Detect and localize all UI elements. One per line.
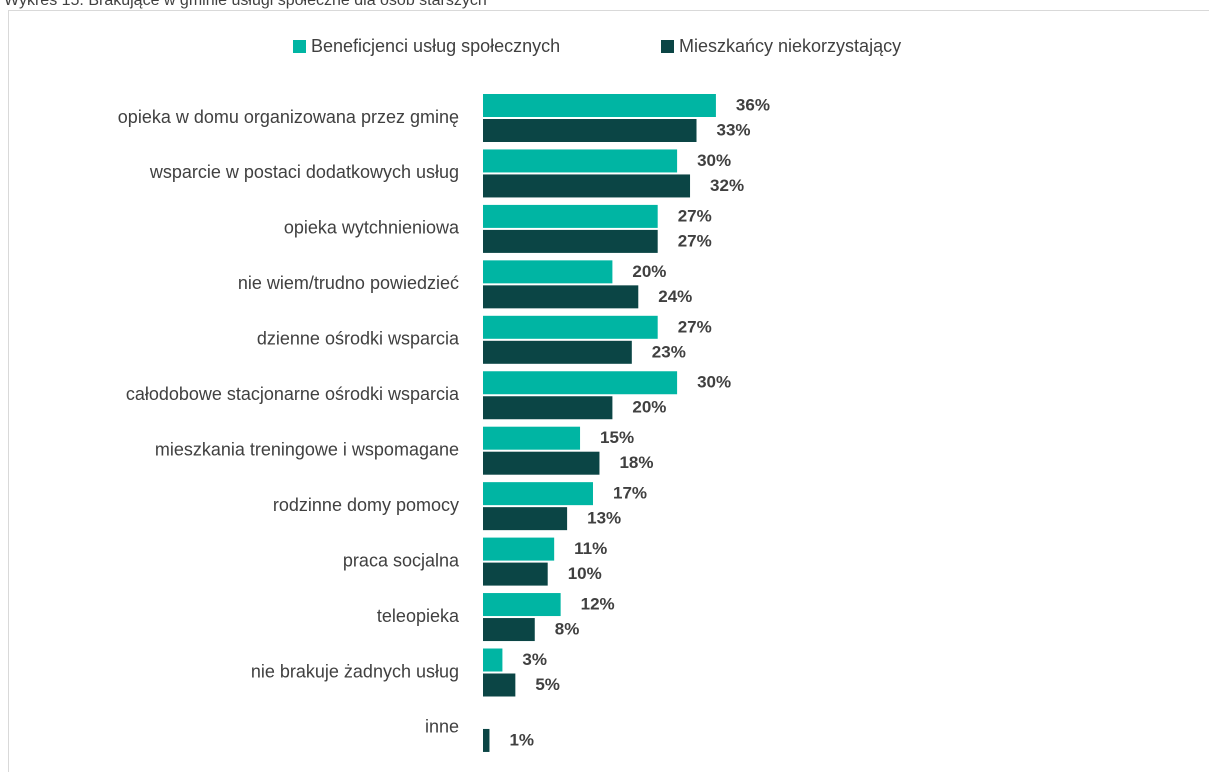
category-label: praca socjalna (343, 550, 460, 570)
value-label: 27% (678, 231, 712, 250)
bar (483, 340, 632, 364)
value-label: 20% (632, 262, 666, 281)
legend-swatch (661, 40, 674, 53)
bar (483, 537, 555, 561)
value-label: 17% (613, 484, 647, 503)
bar (483, 673, 516, 697)
value-label: 1% (509, 730, 534, 749)
bar (483, 371, 678, 395)
category-label: nie wiem/trudno powiedzieć (238, 273, 459, 293)
legend-label: Mieszkańcy niekorzystający (679, 36, 901, 56)
value-label: 24% (658, 287, 692, 306)
chart-border (8, 10, 1209, 772)
bar (483, 507, 568, 531)
category-label: dzienne ośrodki wsparcia (257, 329, 460, 349)
bar (483, 482, 593, 506)
bar (483, 451, 600, 475)
bar (483, 174, 691, 198)
category-label: opieka wytchnieniowa (284, 218, 460, 238)
bar (483, 562, 548, 586)
bar (483, 94, 716, 117)
category-label: wsparcie w postaci dodatkowych usług (149, 162, 459, 182)
bar (483, 149, 678, 173)
bar (483, 618, 535, 642)
bar (483, 593, 561, 617)
value-label: 23% (652, 342, 686, 361)
category-label: inne (425, 717, 459, 737)
bar (483, 119, 697, 142)
category-label: opieka w domu organizowana przez gminę (118, 107, 459, 127)
value-label: 32% (710, 176, 744, 195)
value-label: 20% (632, 398, 666, 417)
legend-label: Beneficjenci usług społecznych (311, 36, 560, 56)
value-label: 10% (568, 564, 602, 583)
category-label: rodzinne domy pomocy (273, 495, 459, 515)
category-label: nie brakuje żadnych usług (251, 661, 459, 681)
bar (483, 396, 613, 420)
value-label: 15% (600, 428, 634, 447)
value-label: 13% (587, 509, 621, 528)
category-label: teleopieka (377, 606, 460, 626)
value-label: 12% (581, 595, 615, 614)
bar (483, 285, 639, 309)
bar (483, 315, 658, 339)
bar (483, 426, 581, 450)
value-label: 11% (574, 539, 607, 558)
value-label: 33% (717, 120, 751, 139)
bar (483, 728, 490, 752)
value-label: 30% (697, 151, 731, 170)
value-label: 18% (619, 453, 653, 472)
value-label: 27% (678, 206, 712, 225)
legend-swatch (293, 40, 306, 53)
value-label: 27% (678, 317, 712, 336)
value-label: 5% (535, 675, 560, 694)
value-label: 36% (736, 95, 770, 114)
category-label: całodobowe stacjonarne ośrodki wsparcia (126, 384, 460, 404)
bar (483, 648, 503, 672)
chart-title: Wykres 15. Brakujące w gminie usługi spo… (4, 0, 487, 9)
value-label: 8% (555, 620, 580, 639)
value-label: 3% (522, 650, 547, 669)
bar (483, 229, 658, 253)
bar (483, 260, 613, 284)
category-label: mieszkania treningowe i wspomagane (155, 439, 459, 459)
value-label: 30% (697, 373, 731, 392)
bar (483, 204, 658, 228)
